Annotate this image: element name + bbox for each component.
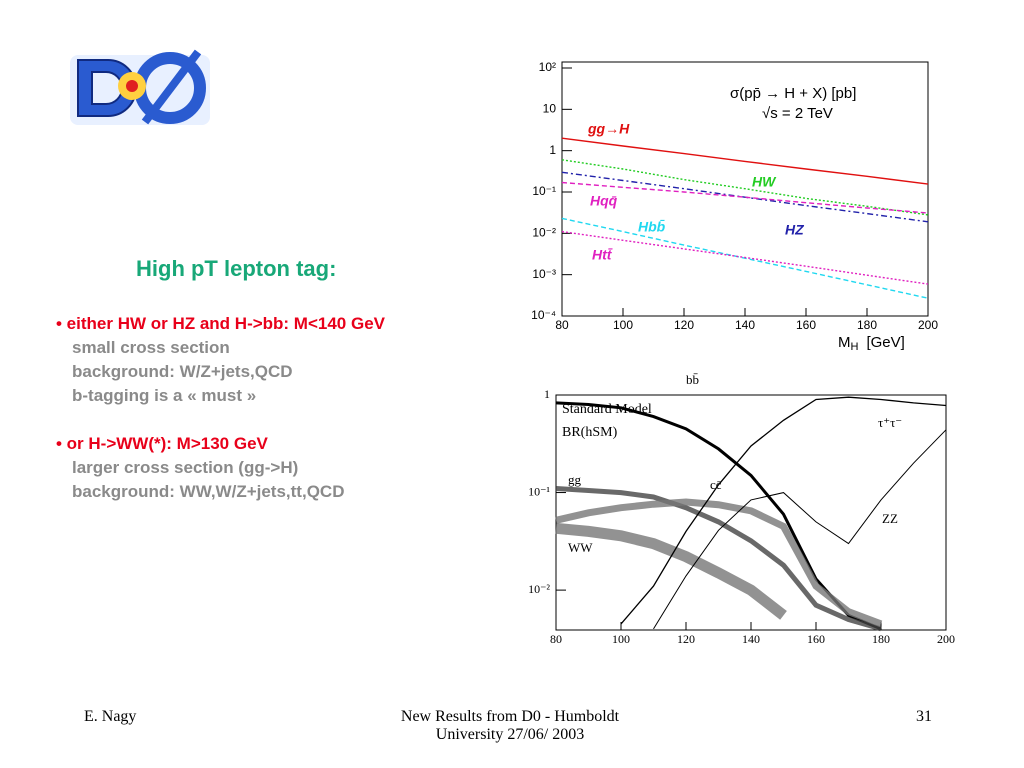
x-axis-label-part: [GeV] <box>866 334 904 351</box>
series-line <box>561 171 929 223</box>
y-tick-label: 10⁻⁴ <box>531 308 556 322</box>
bullet-head: • or H->WW(*): M>130 GeV <box>56 434 268 453</box>
series-line <box>555 498 883 628</box>
bullet-head: • either HW or HZ and H->bb: M<140 GeV <box>56 314 386 333</box>
bullet-item: larger cross section (gg->H) <box>72 458 299 477</box>
bullet-item: background: W/Z+jets,QCD <box>72 362 293 381</box>
series-line <box>620 396 947 625</box>
series-line <box>561 137 929 185</box>
footer-line: New Results from D0 - Humboldt <box>400 708 620 725</box>
x-tick-label: 100 <box>613 318 633 332</box>
bullet-item: background: WW,W/Z+jets,tt,QCD <box>72 482 345 501</box>
footer-line: University 27/06/ 2003 <box>435 726 585 743</box>
x-axis-label-part: H <box>851 341 859 353</box>
y-tick-label: 10⁻² <box>532 226 556 240</box>
footer-page: 31 <box>916 708 932 725</box>
x-tick-label: 160 <box>796 318 816 332</box>
series-label: Hbb̄ <box>638 218 666 235</box>
x-tick-label: 80 <box>550 632 562 646</box>
series-line <box>561 230 929 285</box>
bullet-item: small cross section <box>72 338 230 357</box>
y-tick-label: 10⁻¹ <box>532 184 556 198</box>
x-tick-label: 80 <box>555 318 569 332</box>
x-tick-label: 120 <box>677 632 695 646</box>
logo <box>70 49 210 125</box>
y-tick-label: 1 <box>544 387 550 401</box>
chart: 80 100 120 140 160 180 200 10⁻⁴ 10⁻³ 10⁻² 10⁻¹ 1 10 1… <box>531 60 938 353</box>
y-tick-label: 10⁻¹ <box>528 484 550 498</box>
series-label: Htt̄ <box>592 246 613 262</box>
y-tick-label: 10⁻³ <box>532 267 556 281</box>
series-label: Hqq̄ <box>590 193 618 209</box>
x-tick-label: 140 <box>735 318 755 332</box>
series-line <box>555 486 882 632</box>
series-label: cc̄ <box>710 477 722 492</box>
chart-note: Standard Model <box>562 402 652 417</box>
bullet-item: b-tagging is a « must » <box>72 386 257 405</box>
series-label: WW <box>568 540 593 555</box>
series-label: bb̄ <box>686 372 699 387</box>
footer-author: E. Nagy <box>84 708 137 725</box>
bullet-group: • or H->WW(*): M>130 GeV larger cross sec… <box>56 432 385 504</box>
x-tick-label: 180 <box>857 318 877 332</box>
y-tick-label: 10⁻² <box>528 582 550 596</box>
y-tick-label: 10² <box>539 60 556 74</box>
x-tick-label: 140 <box>742 632 760 646</box>
series-label: ZZ <box>882 511 898 526</box>
series-label: gg <box>568 472 582 487</box>
series-label: HZ <box>785 222 804 238</box>
series-label: τ⁺τ⁻ <box>878 415 902 430</box>
bullet-group: • either HW or HZ and H->bb: M<140 GeV sm… <box>56 312 385 408</box>
x-tick-label: 200 <box>918 318 938 332</box>
series-label: HW <box>752 174 777 190</box>
x-tick-label: 160 <box>807 632 825 646</box>
x-tick-label: 120 <box>674 318 694 332</box>
series-line <box>561 159 929 216</box>
x-tick-label: 180 <box>872 632 890 646</box>
chart-subtitle: √s = 2 TeV <box>762 105 833 122</box>
y-tick-label: 1 <box>549 143 556 157</box>
x-axis-label: MH [GeV] <box>838 334 905 353</box>
series-line <box>653 429 947 630</box>
chart: 80 100 120 140 160 180 200 1 10⁻¹ 10⁻² bb̄ τ⁺τ⁻ gg cc… <box>528 372 955 646</box>
series-line <box>561 181 929 214</box>
heading: High pT lepton tag: <box>136 256 337 281</box>
chart-title: σ(pp̄ → H + X) [pb] <box>730 85 856 102</box>
series-label: gg→H <box>587 121 630 137</box>
x-axis-label-part: M <box>838 334 851 351</box>
bullets: • either HW or HZ and H->bb: M<140 GeV sm… <box>56 312 385 528</box>
x-tick-label: 100 <box>612 632 630 646</box>
series-line <box>555 522 787 620</box>
chart-note: BR(hSM) <box>562 425 618 440</box>
x-tick-label: 200 <box>937 632 955 646</box>
y-tick-label: 10 <box>543 102 557 116</box>
footer-center: New Results from D0 - Humboldt Universit… <box>330 708 690 744</box>
